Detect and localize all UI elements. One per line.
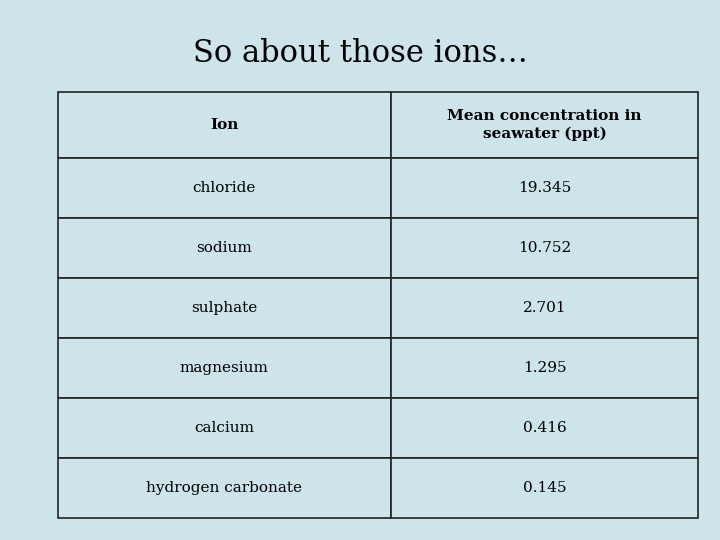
- Text: sulphate: sulphate: [191, 301, 257, 315]
- Text: Mean concentration in
seawater (ppt): Mean concentration in seawater (ppt): [447, 109, 642, 141]
- Bar: [58, 158, 391, 218]
- Text: 2.701: 2.701: [523, 301, 567, 315]
- Bar: [391, 458, 698, 518]
- Text: 19.345: 19.345: [518, 181, 571, 195]
- Text: 0.416: 0.416: [523, 421, 567, 435]
- Bar: [391, 338, 698, 398]
- Text: 0.145: 0.145: [523, 481, 567, 495]
- Bar: [58, 458, 391, 518]
- Bar: [58, 218, 391, 278]
- Text: sodium: sodium: [197, 241, 252, 255]
- Text: Ion: Ion: [210, 118, 238, 132]
- Bar: [391, 218, 698, 278]
- Text: So about those ions…: So about those ions…: [192, 38, 528, 69]
- Text: 1.295: 1.295: [523, 361, 567, 375]
- Bar: [391, 158, 698, 218]
- Text: magnesium: magnesium: [180, 361, 269, 375]
- Bar: [58, 92, 391, 158]
- Bar: [58, 398, 391, 458]
- Bar: [58, 338, 391, 398]
- Bar: [391, 92, 698, 158]
- Text: calcium: calcium: [194, 421, 254, 435]
- Text: hydrogen carbonate: hydrogen carbonate: [146, 481, 302, 495]
- Text: 10.752: 10.752: [518, 241, 571, 255]
- Bar: [391, 278, 698, 338]
- Bar: [58, 278, 391, 338]
- Text: chloride: chloride: [192, 181, 256, 195]
- Bar: [391, 398, 698, 458]
